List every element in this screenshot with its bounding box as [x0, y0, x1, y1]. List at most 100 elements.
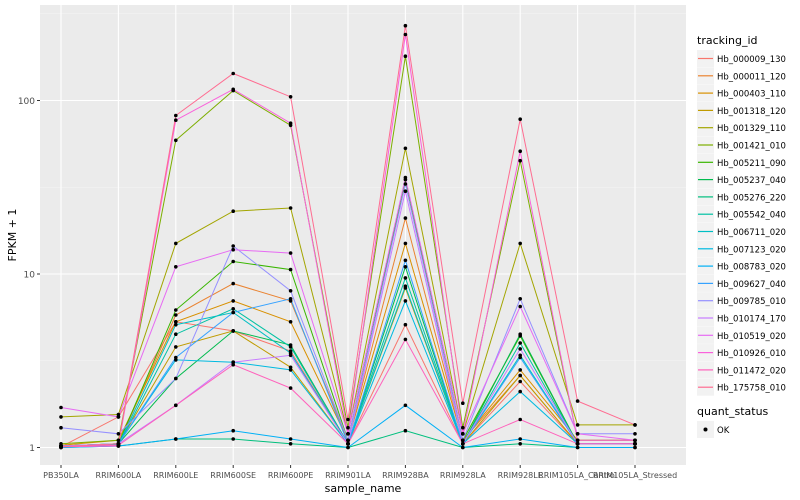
data-point [575, 438, 580, 443]
x-tick-label: RRIM928LE [498, 471, 543, 480]
data-point [518, 437, 522, 441]
data-point [518, 332, 522, 337]
data-point [518, 158, 522, 163]
data-point [575, 432, 580, 436]
data-point [59, 425, 63, 430]
x-tick-label: RRIM928BA [382, 471, 429, 480]
data-point [288, 297, 293, 301]
legend-entry-label: Hb_000011_120 [717, 72, 786, 82]
data-point [231, 362, 235, 367]
legend-entry-label: Hb_011472_020 [717, 366, 786, 376]
data-point [174, 355, 178, 360]
data-point [116, 415, 121, 419]
data-point [174, 345, 178, 349]
data-point [288, 289, 293, 293]
data-point [231, 329, 235, 333]
data-point [116, 438, 121, 443]
data-point [231, 281, 235, 286]
data-point [403, 337, 408, 342]
legend-entry-label: Hb_005542_040 [717, 211, 786, 221]
data-point [231, 428, 235, 433]
data-point [633, 442, 637, 446]
data-point [403, 265, 408, 269]
data-point [403, 175, 408, 180]
data-point [174, 241, 178, 246]
legend2-entries: OK [697, 421, 730, 438]
data-point [403, 428, 408, 433]
legend-entry-label: Hb_009627_040 [717, 280, 786, 290]
x-axis: PB350LA RRIM600LA RRIM600LE RRIM600SE RRIM60… [43, 465, 677, 480]
data-point [403, 54, 408, 58]
x-tick-label: RRIM105LA_Stressed [593, 471, 677, 480]
legend-entry-label: Hb_010174_170 [717, 315, 786, 325]
data-point [174, 138, 178, 143]
legend-entry-label: Hb_175758_010 [717, 384, 786, 394]
data-point [346, 425, 350, 430]
data-point [231, 299, 235, 303]
data-point [633, 432, 637, 436]
legend-entry-label: Hb_005237_040 [717, 176, 786, 186]
legend-entry-label: Hb_005276_220 [717, 193, 786, 203]
data-point [461, 425, 465, 430]
data-point [174, 322, 178, 327]
data-point [518, 117, 522, 121]
legend: tracking_id Hb_000009_130 Hb_000011_120 Hb… [697, 34, 786, 438]
data-point [174, 265, 178, 269]
data-point [403, 322, 408, 327]
legend-entry-label: Hb_000009_130 [717, 55, 786, 65]
data-point [288, 251, 293, 255]
x-tick-label: PB350LA [43, 471, 79, 480]
data-point [403, 216, 408, 220]
y-axis-label: FPKM + 1 [6, 209, 19, 262]
x-tick-label: RRIM105LA_Control [538, 471, 617, 480]
data-point [231, 87, 235, 92]
data-point [174, 308, 178, 312]
data-point [461, 401, 465, 406]
data-point [346, 445, 350, 450]
data-point [633, 445, 637, 450]
legend-entry-label: Hb_006711_020 [717, 228, 786, 238]
data-point [461, 438, 465, 443]
data-point [174, 313, 178, 317]
legend-title: tracking_id [697, 34, 758, 47]
data-point [288, 386, 293, 390]
data-point [518, 379, 522, 384]
data-point [346, 417, 350, 422]
legend2-title: quant_status [697, 405, 769, 418]
legend-entry-label: Hb_010926_010 [717, 349, 786, 359]
data-point [288, 95, 293, 99]
legend2-key-point [703, 427, 708, 432]
data-point [231, 71, 235, 76]
data-point [518, 389, 522, 394]
data-point [403, 403, 408, 408]
data-point [116, 432, 121, 436]
data-point [231, 437, 235, 441]
data-point [346, 438, 350, 443]
x-tick-label: RRIM901LA [325, 471, 371, 480]
data-point [461, 432, 465, 436]
data-point [346, 432, 350, 436]
data-point [518, 304, 522, 309]
data-point [231, 259, 235, 264]
data-point [59, 405, 63, 410]
data-point [518, 297, 522, 301]
legend-entry-label: Hb_001421_010 [717, 142, 786, 152]
series-points [59, 23, 637, 450]
data-point [346, 442, 350, 446]
data-point [288, 442, 293, 446]
data-point [231, 310, 235, 315]
legend-entries: Hb_000009_130 Hb_000011_120 Hb_000403_110 H… [697, 50, 786, 396]
data-point [403, 284, 408, 289]
data-point [461, 445, 465, 450]
data-point [288, 365, 293, 370]
data-point [403, 23, 408, 28]
data-point [231, 244, 235, 248]
data-point [403, 189, 408, 193]
data-point [288, 353, 293, 358]
data-point [174, 437, 178, 441]
legend-entry-label: Hb_001329_110 [717, 124, 786, 134]
data-point [575, 442, 580, 446]
data-point [575, 399, 580, 403]
data-point [518, 149, 522, 153]
